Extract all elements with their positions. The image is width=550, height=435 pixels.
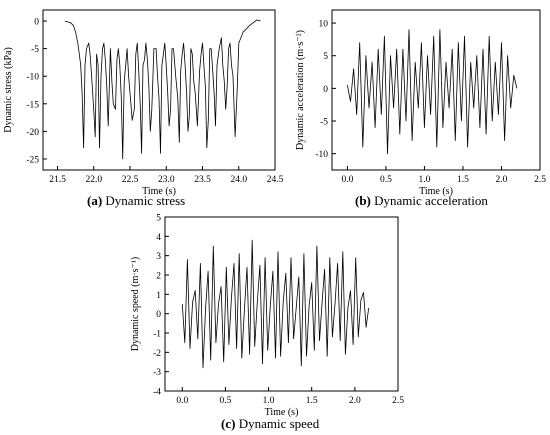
- plot-frame: [331, 9, 541, 171]
- x-axis-label: Time (s): [419, 186, 453, 197]
- y-tick-label: 5: [156, 214, 161, 224]
- y-tick-label: 10: [319, 20, 329, 30]
- x-tick-label: 2.0: [496, 175, 508, 185]
- x-tick-label: 24.0: [230, 175, 247, 185]
- caption-c-text: Dynamic speed: [235, 416, 320, 431]
- plot-frame: [164, 216, 399, 392]
- y-tick-label: -1: [153, 330, 161, 340]
- x-tick-label: 22.5: [122, 175, 139, 185]
- x-tick-label: 0.0: [176, 396, 188, 406]
- caption-c-letter: (c): [221, 416, 236, 431]
- y-tick-label: -15: [26, 100, 39, 110]
- y-tick-label: -3: [153, 368, 161, 378]
- caption-b: (b) Dynamic acceleration: [355, 193, 488, 209]
- y-axis-label: Dynamic acceleration (m·s⁻²): [295, 30, 306, 150]
- plot-dynamic-speed: 0.0 0.5 1.0 1.5 2.0 2.5 5 4 3 2 1 0 -1 -2 -3 -4 Time (s)…: [130, 214, 404, 419]
- x-tick-label: 23.0: [158, 175, 175, 185]
- x-tick-label: 1.0: [263, 396, 275, 406]
- x-tick-label: 0.0: [341, 175, 353, 185]
- plot-dynamic-acceleration: 0.0 0.5 1.0 1.5 2.0 2.5 10 5 0 -5 -10 Time (s) Dynam…: [295, 9, 546, 197]
- series-line: [347, 29, 518, 155]
- x-tick-label: 23.5: [194, 175, 211, 185]
- plot-frame: [42, 9, 276, 171]
- x-tick-label: 22.0: [85, 175, 102, 185]
- caption-b-letter: (b): [355, 193, 371, 208]
- caption-a-text: Dynamic stress: [102, 193, 186, 208]
- y-tick-label: -20: [26, 128, 39, 138]
- caption-a: (a) Dynamic stress: [87, 193, 185, 209]
- y-tick-label: 4: [156, 233, 161, 243]
- series-line: [181, 239, 370, 369]
- x-tick-label: 24.5: [267, 175, 284, 185]
- y-tick-label: -2: [153, 349, 161, 359]
- y-tick-label: -25: [26, 155, 39, 165]
- x-axis-label: Time (s): [265, 407, 299, 418]
- y-tick-label: 2: [156, 272, 161, 282]
- caption-b-text: Dynamic acceleration: [370, 193, 488, 208]
- y-axis-label: Dynamic stress (kPa): [3, 47, 14, 133]
- x-tick-label: 2.5: [534, 175, 546, 185]
- y-tick-label: 3: [156, 252, 161, 262]
- x-tick-label: 1.0: [419, 175, 431, 185]
- series-line: [64, 19, 261, 160]
- y-tick-label: 0: [323, 85, 328, 95]
- y-tick-label: 0: [34, 18, 39, 28]
- caption-c: (c) Dynamic speed: [221, 416, 319, 432]
- x-axis-label: Time (s): [142, 186, 176, 197]
- x-tick-label: 0.5: [380, 175, 392, 185]
- x-tick-label: 0.5: [219, 396, 231, 406]
- y-tick-label: -10: [26, 73, 39, 83]
- y-tick-label: -5: [320, 118, 328, 128]
- y-tick-label: 1: [156, 291, 161, 301]
- x-tick-label: 1.5: [457, 175, 469, 185]
- y-tick-label: -10: [315, 150, 328, 160]
- x-tick-label: 21.5: [49, 175, 66, 185]
- plot-dynamic-stress: 21.5 22.0 22.5 23.0 23.5 24.0 24.5 0 -5 -10 -15 -20…: [3, 9, 284, 197]
- caption-a-letter: (a): [87, 193, 103, 208]
- y-tick-label: -4: [153, 388, 161, 398]
- x-tick-label: 1.5: [306, 396, 318, 406]
- y-tick-label: 0: [156, 310, 161, 320]
- x-tick-label: 2.5: [392, 396, 404, 406]
- x-tick-label: 2.0: [349, 396, 361, 406]
- y-tick-label: 5: [323, 52, 328, 62]
- y-tick-label: -5: [31, 45, 39, 55]
- y-axis-label: Dynamic speed (m·s⁻¹): [130, 257, 141, 351]
